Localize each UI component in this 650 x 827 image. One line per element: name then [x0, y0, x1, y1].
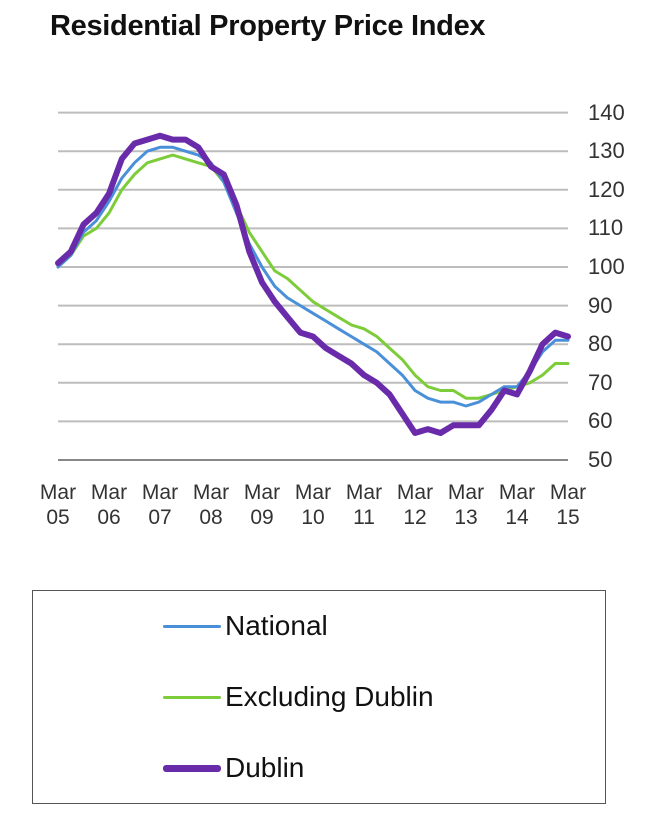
- x-tick-label: Mar 05: [39, 481, 77, 529]
- y-tick-label: 130: [588, 138, 625, 164]
- series-line-excluding-dublin: [56, 153, 570, 400]
- series-line-dublin: [55, 132, 571, 436]
- y-tick-label: 70: [588, 369, 613, 395]
- plot-area: [55, 111, 571, 461]
- y-tick-label: 120: [588, 176, 625, 202]
- x-tick-label: Mar 08: [192, 481, 230, 529]
- y-tick-label: 90: [588, 292, 613, 318]
- national-line-swatch-icon: [163, 624, 221, 628]
- x-tick-label: Mar 11: [345, 481, 383, 529]
- y-tick-label: 140: [588, 99, 625, 125]
- dublin-line-swatch-icon: [163, 764, 221, 772]
- legend-item-excluding-dublin: Excluding Dublin: [163, 681, 434, 712]
- x-tick-label: Mar 13: [447, 481, 485, 529]
- data-lines: [55, 132, 571, 436]
- x-tick-label: Mar 06: [90, 481, 128, 529]
- x-tick-label: Mar 07: [141, 481, 179, 529]
- series-line-national: [56, 145, 570, 408]
- x-tick-label: Mar 10: [294, 481, 332, 529]
- x-tick-label: Mar 15: [549, 481, 587, 529]
- gridlines: [58, 111, 568, 461]
- x-tick-label: Mar 12: [396, 481, 434, 529]
- legend-label: National: [225, 610, 328, 641]
- y-tick-label: 60: [588, 408, 613, 434]
- y-tick-label: 80: [588, 331, 613, 357]
- excluding-dublin-line-swatch-icon: [163, 695, 221, 699]
- y-tick-label: 50: [588, 447, 613, 472]
- legend-item-dublin: Dublin: [163, 752, 305, 783]
- y-tick-label: 100: [588, 254, 625, 279]
- legend-label: Dublin: [225, 752, 305, 783]
- y-tick-label: 110: [588, 215, 624, 241]
- legend-item-national: National: [163, 610, 328, 641]
- x-tick-label: Mar 09: [243, 481, 281, 529]
- x-tick-label: Mar 14: [498, 481, 536, 529]
- legend: National Excluding Dublin Dublin: [32, 590, 606, 804]
- chart-title: Residential Property Price Index: [50, 10, 486, 42]
- legend-label: Excluding Dublin: [225, 681, 434, 712]
